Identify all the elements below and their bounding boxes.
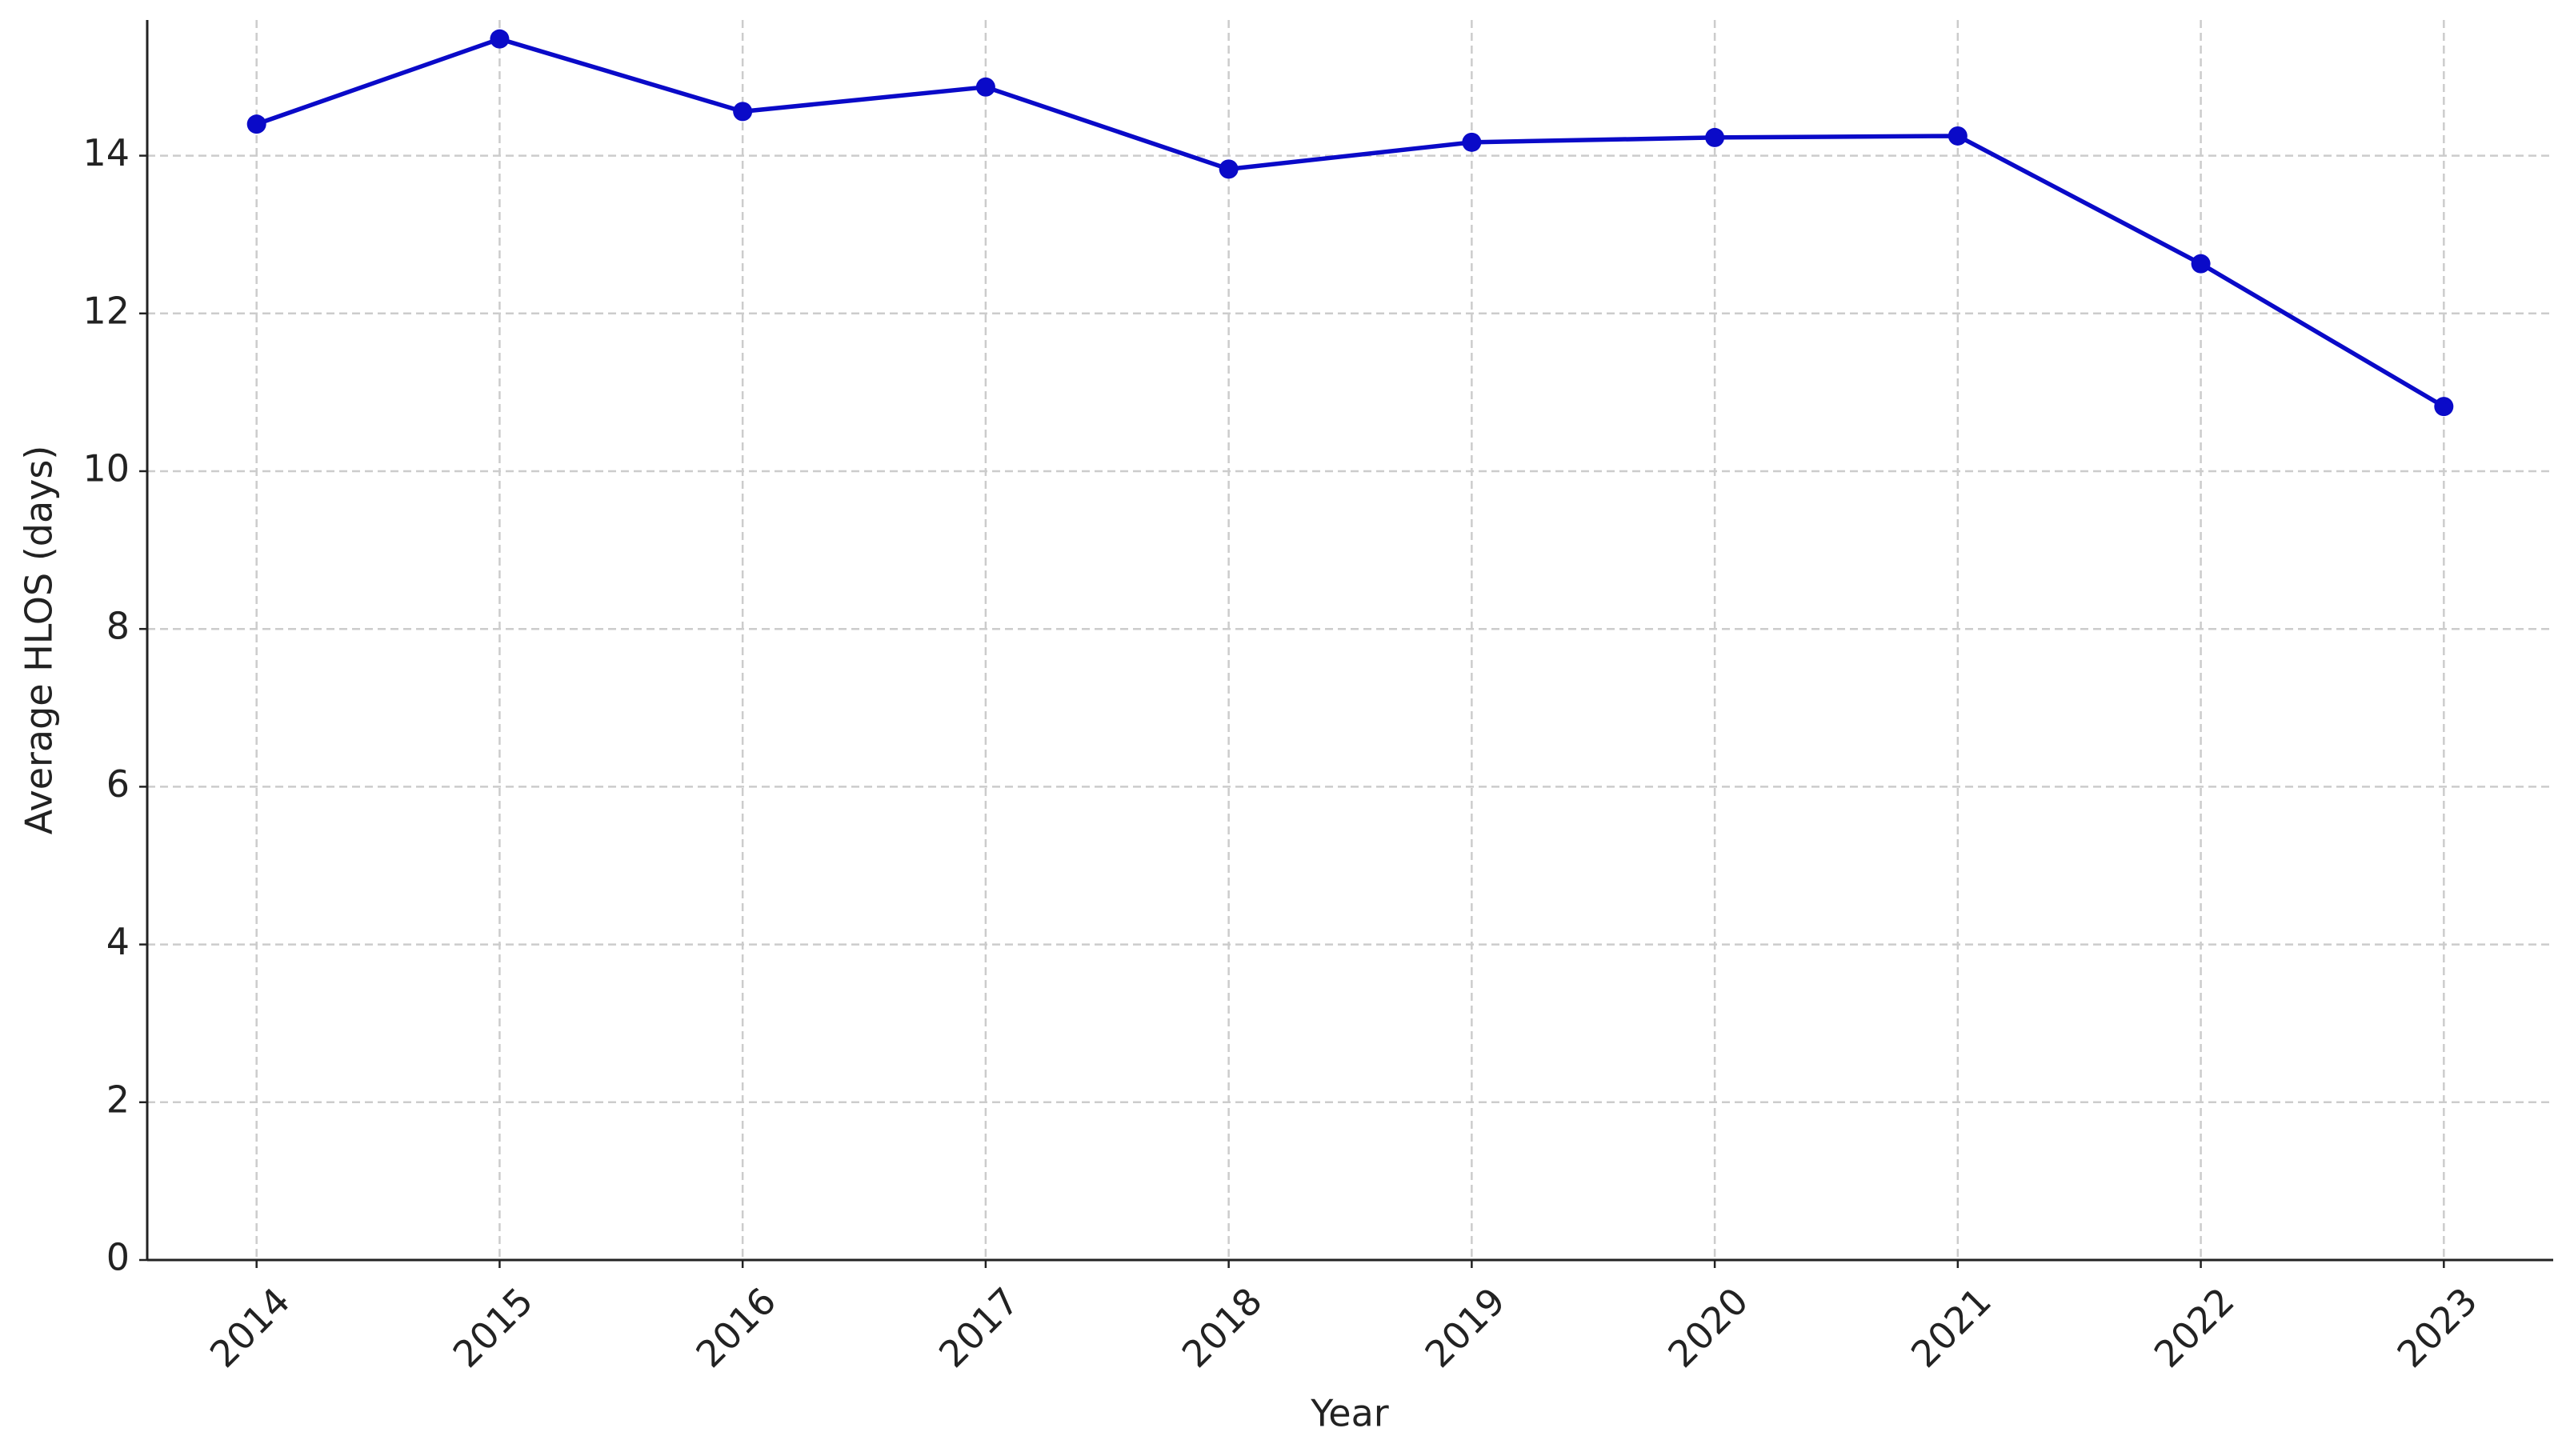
data-point	[975, 77, 995, 97]
data-line	[255, 36, 2445, 409]
data-point	[1948, 126, 1968, 146]
y-tick-label: 10	[82, 446, 130, 490]
x-tick-label: 2020	[1659, 1279, 1756, 1376]
y-tick-label: 12	[82, 289, 130, 332]
data-point	[1462, 132, 1482, 152]
y-tick-label: 6	[106, 762, 130, 806]
data-point	[490, 29, 510, 49]
y-axis-label: Average HLOS (days)	[18, 446, 61, 835]
data-point	[733, 102, 753, 122]
y-tick-label: 8	[106, 605, 130, 648]
data-point	[2434, 397, 2454, 417]
x-tick-label: 2022	[2146, 1279, 2243, 1376]
x-tick-label: 2015	[445, 1279, 542, 1376]
y-tick-label: 0	[106, 1236, 130, 1279]
x-tick-label: 2019	[1417, 1279, 1514, 1376]
x-tick-label: 2016	[687, 1279, 784, 1376]
data-point	[246, 114, 266, 134]
x-tick-label: 2023	[2388, 1279, 2485, 1376]
x-tick-label: 2021	[1903, 1279, 2000, 1376]
y-tick-label: 2	[106, 1078, 130, 1121]
x-axis-label: Year	[1310, 1392, 1388, 1435]
y-tick-label: 14	[82, 131, 130, 174]
data-point	[2191, 254, 2211, 274]
y-tick-label: 4	[106, 920, 130, 963]
x-tick-label: 2017	[931, 1279, 1027, 1376]
x-tick-label: 2014	[202, 1279, 298, 1376]
data-point	[1705, 127, 1725, 147]
data-point	[1219, 159, 1239, 179]
x-tick-label: 2018	[1174, 1279, 1271, 1376]
